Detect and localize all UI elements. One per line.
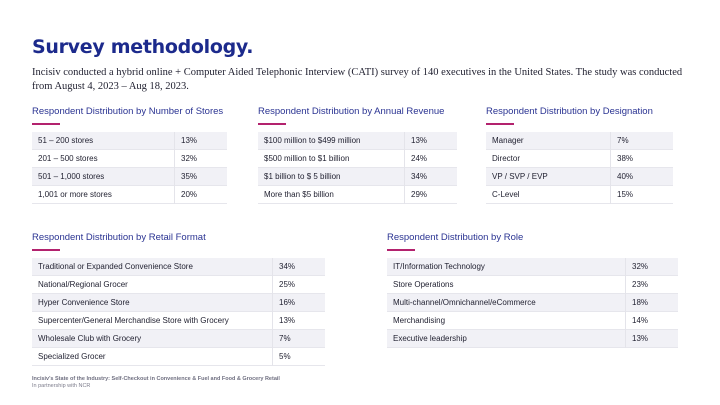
footer: Incisiv's State of the Industry: Self-Ch…	[32, 376, 280, 390]
row-label: 501 – 1,000 stores	[32, 167, 175, 186]
row-value: 40%	[617, 172, 634, 181]
row-label: Traditional or Expanded Convenience Stor…	[32, 258, 273, 276]
distribution-table: Manager 7% Director 38% VP / SVP / EVP 40% …	[486, 132, 673, 204]
row-value: 32%	[632, 262, 649, 271]
footer-report-title: Incisiv's State of the Industry: Self-Ch…	[32, 376, 280, 382]
row-label: More than $5 billion	[258, 185, 405, 204]
section-accent-rule	[486, 123, 514, 125]
row-value: 14%	[632, 316, 649, 325]
table-row: $1 billion to $ 5 billion 34%	[258, 167, 457, 186]
row-value: 29%	[411, 190, 428, 199]
row-value: 7%	[279, 334, 291, 343]
table-row: Store Operations 23%	[387, 275, 678, 294]
row-value: 13%	[632, 334, 649, 343]
distribution-table: Traditional or Expanded Convenience Stor…	[32, 258, 325, 366]
table-row: Merchandising 14%	[387, 311, 678, 330]
section-designation: Respondent Distribution by Designation M…	[486, 106, 673, 204]
row-label: 1,001 or more stores	[32, 185, 175, 204]
distribution-table: IT/Information Technology 32% Store Opera…	[387, 258, 678, 348]
table-row: Wholesale Club with Grocery 7%	[32, 329, 325, 348]
row-value: 38%	[617, 154, 634, 163]
row-label: Specialized Grocer	[32, 347, 273, 366]
row-label: IT/Information Technology	[387, 258, 626, 276]
table-row: C-Level 15%	[486, 185, 673, 204]
row-label: Supercenter/General Merchandise Store wi…	[32, 311, 273, 330]
section-accent-rule	[387, 249, 415, 251]
row-value: 16%	[279, 298, 296, 307]
row-value: 24%	[411, 154, 428, 163]
row-label: Multi-channel/Omnichannel/eCommerce	[387, 293, 626, 312]
row-value: 18%	[632, 298, 649, 307]
table-row: $100 million to $499 million 13%	[258, 132, 457, 150]
row-value: 32%	[181, 154, 198, 163]
table-row: 51 – 200 stores 13%	[32, 132, 227, 150]
section-title: Respondent Distribution by Number of Sto…	[32, 106, 224, 117]
row-label: C-Level	[486, 185, 611, 204]
row-value: 20%	[181, 190, 198, 199]
row-label: Merchandising	[387, 311, 626, 330]
section-number-of-stores: Respondent Distribution by Number of Sto…	[32, 106, 227, 204]
row-label: Wholesale Club with Grocery	[32, 329, 273, 348]
distribution-table: $100 million to $499 million 13% $500 mil…	[258, 132, 457, 204]
section-accent-rule	[32, 249, 60, 251]
row-value: 13%	[279, 316, 296, 325]
page-title: Survey methodology.	[32, 36, 254, 58]
row-label: National/Regional Grocer	[32, 275, 273, 294]
table-row: More than $5 billion 29%	[258, 185, 457, 204]
row-value: 7%	[617, 136, 629, 145]
row-value: 15%	[617, 190, 634, 199]
section-title: Respondent Distribution by Role	[387, 232, 524, 243]
row-value: 5%	[279, 352, 291, 361]
row-value: 25%	[279, 280, 296, 289]
table-row: Multi-channel/Omnichannel/eCommerce 18%	[387, 293, 678, 312]
section-accent-rule	[258, 123, 286, 125]
row-label: Director	[486, 149, 611, 168]
table-row: 1,001 or more stores 20%	[32, 185, 227, 204]
section-role: Respondent Distribution by Role IT/Infor…	[387, 232, 678, 348]
table-row: Hyper Convenience Store 16%	[32, 293, 325, 312]
row-value: 34%	[411, 172, 428, 181]
row-label: VP / SVP / EVP	[486, 167, 611, 186]
table-row: Supercenter/General Merchandise Store wi…	[32, 311, 325, 330]
row-label: $100 million to $499 million	[258, 132, 405, 150]
section-annual-revenue: Respondent Distribution by Annual Revenu…	[258, 106, 457, 204]
row-label: $1 billion to $ 5 billion	[258, 167, 405, 186]
row-value: 34%	[279, 262, 296, 271]
table-row: National/Regional Grocer 25%	[32, 275, 325, 294]
section-title: Respondent Distribution by Annual Revenu…	[258, 106, 445, 117]
row-value: 13%	[181, 136, 198, 145]
section-retail-format: Respondent Distribution by Retail Format…	[32, 232, 325, 366]
row-label: 51 – 200 stores	[32, 132, 175, 150]
section-title: Respondent Distribution by Designation	[486, 106, 653, 117]
row-value: 23%	[632, 280, 649, 289]
row-label: $500 million to $1 billion	[258, 149, 405, 168]
table-row: $500 million to $1 billion 24%	[258, 149, 457, 168]
section-title: Respondent Distribution by Retail Format	[32, 232, 206, 243]
table-row: Specialized Grocer 5%	[32, 347, 325, 366]
table-row: IT/Information Technology 32%	[387, 258, 678, 276]
footer-partnership: In partnership with NCR	[32, 383, 91, 389]
intro-text: Incisiv conducted a hybrid online + Comp…	[32, 67, 683, 92]
row-value: 35%	[181, 172, 198, 181]
table-row: Traditional or Expanded Convenience Stor…	[32, 258, 325, 276]
table-row: VP / SVP / EVP 40%	[486, 167, 673, 186]
table-row: 201 – 500 stores 32%	[32, 149, 227, 168]
table-row: Manager 7%	[486, 132, 673, 150]
table-row: Director 38%	[486, 149, 673, 168]
section-accent-rule	[32, 123, 60, 125]
table-row: Executive leadership 13%	[387, 329, 678, 348]
row-label: 201 – 500 stores	[32, 149, 175, 168]
row-value: 13%	[411, 136, 428, 145]
row-label: Hyper Convenience Store	[32, 293, 273, 312]
distribution-table: 51 – 200 stores 13% 201 – 500 stores 32% 5…	[32, 132, 227, 204]
row-label: Executive leadership	[387, 329, 626, 348]
row-label: Store Operations	[387, 275, 626, 294]
row-label: Manager	[486, 132, 611, 150]
table-row: 501 – 1,000 stores 35%	[32, 167, 227, 186]
